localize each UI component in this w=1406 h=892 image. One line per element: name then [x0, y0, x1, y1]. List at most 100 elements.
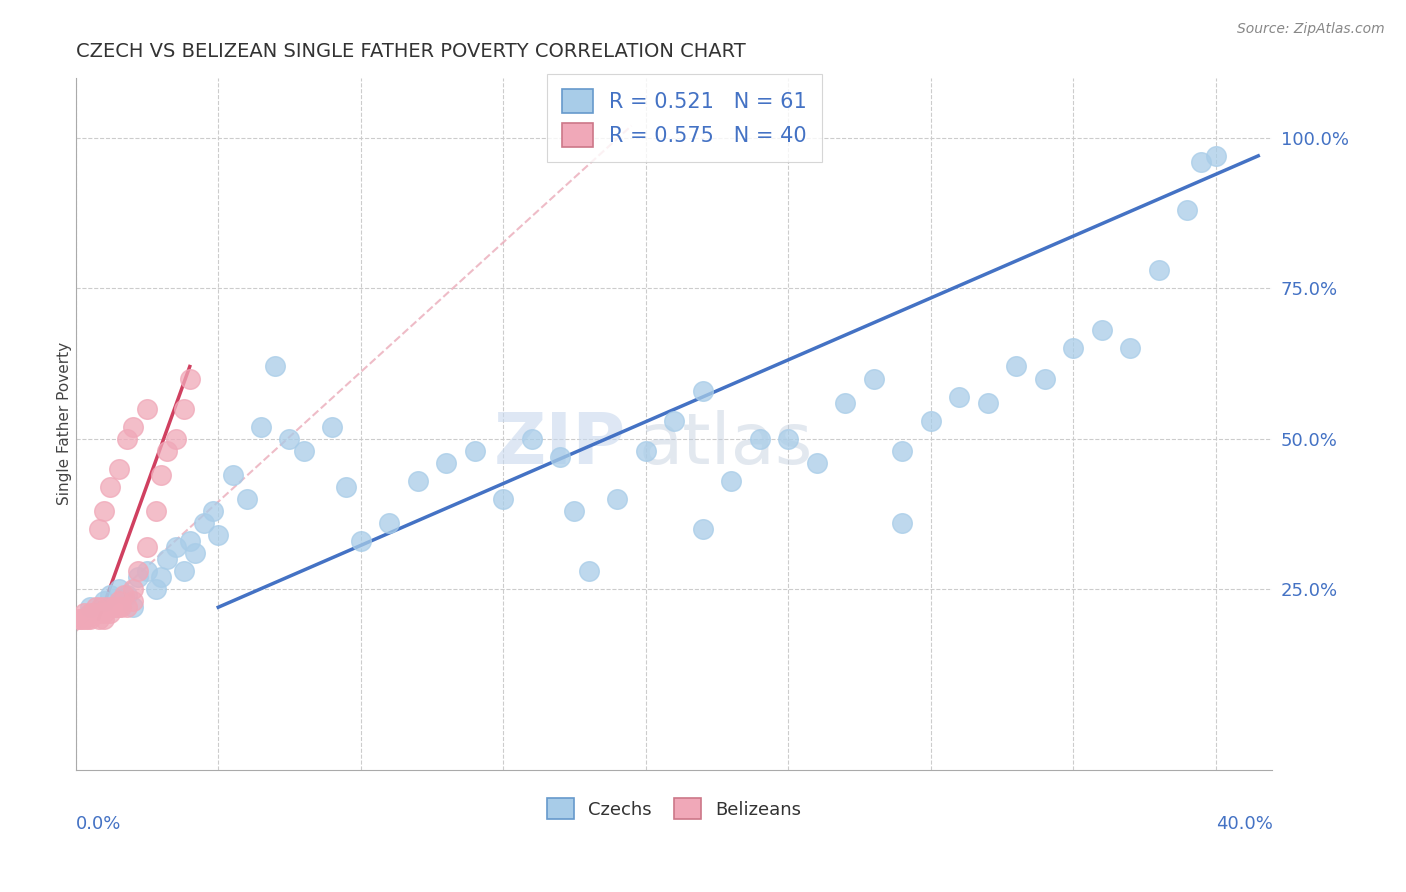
- Point: [193, 516, 215, 530]
- Point: [127, 570, 149, 584]
- Text: 40.0%: 40.0%: [1216, 814, 1272, 833]
- Point: [264, 359, 287, 374]
- Point: [350, 534, 373, 549]
- Point: [278, 432, 301, 446]
- Point: [250, 419, 273, 434]
- Point: [93, 612, 115, 626]
- Point: [165, 432, 187, 446]
- Point: [173, 564, 195, 578]
- Point: [720, 474, 742, 488]
- Point: [201, 504, 224, 518]
- Point: [634, 443, 657, 458]
- Point: [464, 443, 486, 458]
- Point: [96, 600, 118, 615]
- Point: [806, 456, 828, 470]
- Point: [1175, 202, 1198, 217]
- Point: [434, 456, 457, 470]
- Point: [920, 414, 942, 428]
- Point: [82, 607, 104, 621]
- Point: [778, 432, 800, 446]
- Point: [145, 582, 167, 597]
- Point: [136, 540, 159, 554]
- Point: [121, 594, 143, 608]
- Point: [107, 462, 129, 476]
- Point: [692, 522, 714, 536]
- Y-axis label: Single Father Poverty: Single Father Poverty: [58, 343, 72, 505]
- Point: [150, 467, 173, 482]
- Point: [179, 371, 201, 385]
- Point: [207, 528, 229, 542]
- Point: [136, 564, 159, 578]
- Text: ZIP: ZIP: [494, 410, 626, 479]
- Point: [84, 600, 107, 615]
- Point: [87, 607, 110, 621]
- Point: [378, 516, 401, 530]
- Point: [1033, 371, 1056, 385]
- Point: [98, 588, 121, 602]
- Point: [948, 390, 970, 404]
- Point: [520, 432, 543, 446]
- Point: [73, 612, 96, 626]
- Point: [115, 600, 138, 615]
- Point: [93, 504, 115, 518]
- Point: [73, 607, 96, 621]
- Point: [184, 546, 207, 560]
- Point: [1189, 154, 1212, 169]
- Point: [235, 491, 257, 506]
- Point: [107, 594, 129, 608]
- Point: [127, 564, 149, 578]
- Point: [101, 600, 124, 615]
- Point: [90, 600, 112, 615]
- Point: [891, 516, 914, 530]
- Point: [406, 474, 429, 488]
- Point: [662, 414, 685, 428]
- Point: [606, 491, 628, 506]
- Point: [67, 612, 90, 626]
- Point: [564, 504, 586, 518]
- Point: [156, 552, 179, 566]
- Point: [87, 612, 110, 626]
- Text: 0.0%: 0.0%: [76, 814, 121, 833]
- Point: [1062, 342, 1084, 356]
- Point: [578, 564, 600, 578]
- Point: [136, 401, 159, 416]
- Point: [121, 419, 143, 434]
- Point: [976, 395, 998, 409]
- Point: [115, 588, 138, 602]
- Point: [150, 570, 173, 584]
- Point: [76, 612, 98, 626]
- Point: [104, 600, 127, 615]
- Point: [112, 588, 135, 602]
- Point: [1205, 149, 1227, 163]
- Point: [1090, 323, 1112, 337]
- Point: [165, 540, 187, 554]
- Point: [93, 607, 115, 621]
- Point: [1005, 359, 1028, 374]
- Point: [121, 582, 143, 597]
- Legend: Czechs, Belizeans: Czechs, Belizeans: [536, 788, 813, 830]
- Point: [335, 480, 357, 494]
- Point: [107, 600, 129, 615]
- Point: [221, 467, 243, 482]
- Point: [79, 607, 101, 621]
- Point: [93, 594, 115, 608]
- Point: [548, 450, 571, 464]
- Point: [179, 534, 201, 549]
- Point: [292, 443, 315, 458]
- Point: [156, 443, 179, 458]
- Point: [70, 612, 93, 626]
- Point: [862, 371, 884, 385]
- Text: CZECH VS BELIZEAN SINGLE FATHER POVERTY CORRELATION CHART: CZECH VS BELIZEAN SINGLE FATHER POVERTY …: [76, 42, 745, 61]
- Point: [321, 419, 343, 434]
- Point: [748, 432, 770, 446]
- Point: [173, 401, 195, 416]
- Point: [115, 432, 138, 446]
- Point: [692, 384, 714, 398]
- Point: [891, 443, 914, 458]
- Text: Source: ZipAtlas.com: Source: ZipAtlas.com: [1237, 22, 1385, 37]
- Point: [121, 600, 143, 615]
- Point: [87, 522, 110, 536]
- Point: [98, 480, 121, 494]
- Point: [79, 612, 101, 626]
- Point: [834, 395, 856, 409]
